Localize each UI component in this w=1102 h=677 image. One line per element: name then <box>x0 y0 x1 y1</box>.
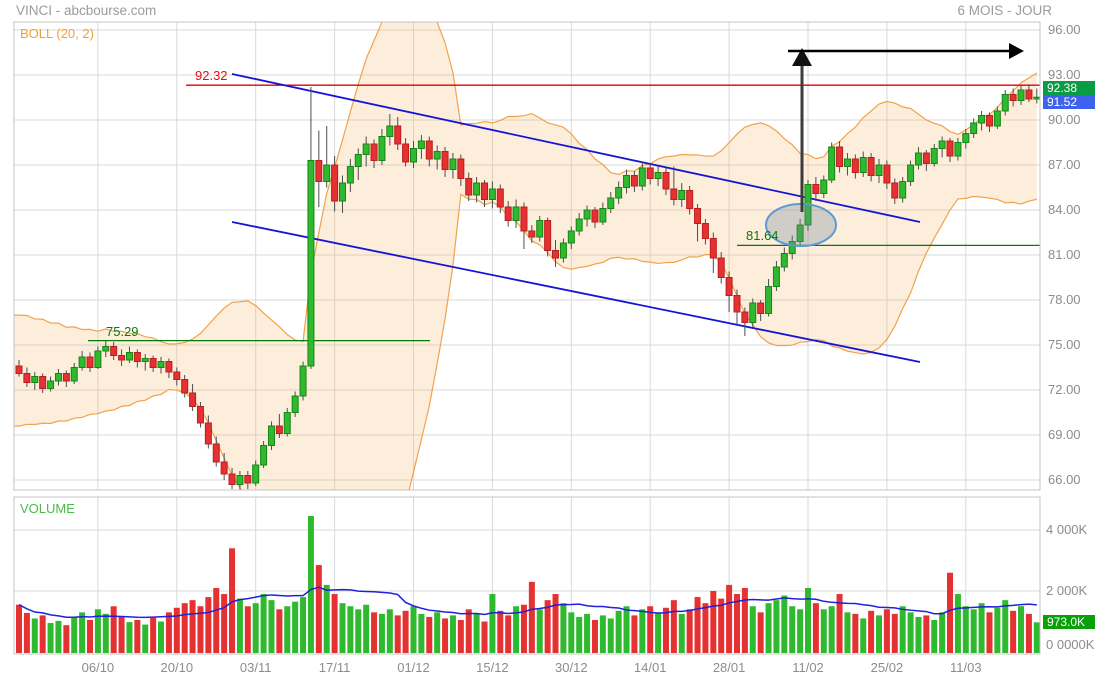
date-label: 17/11 <box>318 660 351 675</box>
bollinger-indicator-label: BOLL (20, 2) <box>20 26 94 41</box>
price-axis-label: 87.00 <box>1048 157 1081 172</box>
volume-axis-label: 4 000K <box>1046 522 1088 537</box>
support-level-label-lower: 75.29 <box>106 324 139 339</box>
volume-panel-label: VOLUME <box>20 501 75 516</box>
date-label: 03/11 <box>239 660 272 675</box>
price-axis-label: 75.00 <box>1048 337 1081 352</box>
volume-axis-label: 0 0000K <box>1046 637 1095 652</box>
date-label: 06/10 <box>81 660 115 675</box>
price-axis-label: 96.00 <box>1048 22 1081 37</box>
support-level-label-upper: 81.64 <box>746 228 779 243</box>
price-axis-label: 66.00 <box>1048 472 1081 487</box>
volume-badge: 973.0K <box>1043 615 1095 630</box>
date-label: 01/12 <box>397 660 430 675</box>
price-axis-label: 84.00 <box>1048 202 1081 217</box>
price-axis-label: 78.00 <box>1048 292 1081 307</box>
date-label: 20/10 <box>160 660 194 675</box>
volume-axis-label: 2 000K <box>1046 583 1088 598</box>
price-badge-last: 91.52 <box>1043 95 1095 110</box>
date-label: 30/12 <box>555 660 588 675</box>
date-label: 14/01 <box>633 660 667 675</box>
period-timeframe-label: 6 MOIS - JOUR <box>957 3 1052 18</box>
resistance-level-label: 92.32 <box>195 68 228 83</box>
date-label: 28/01 <box>712 660 746 675</box>
date-label: 11/02 <box>792 660 824 675</box>
price-axis-label: 93.00 <box>1048 67 1081 82</box>
date-label: 11/03 <box>950 660 982 675</box>
date-label: 25/02 <box>870 660 904 675</box>
chart-title: VINCI - abcbourse.com <box>16 3 157 18</box>
price-axis-label: 69.00 <box>1048 427 1081 442</box>
date-label: 15/12 <box>476 660 509 675</box>
price-badge-high: 92.38 <box>1043 81 1095 96</box>
price-axis-label: 72.00 <box>1048 382 1081 397</box>
price-axis-label: 81.00 <box>1048 247 1081 262</box>
price-axis-label: 90.00 <box>1048 112 1081 127</box>
